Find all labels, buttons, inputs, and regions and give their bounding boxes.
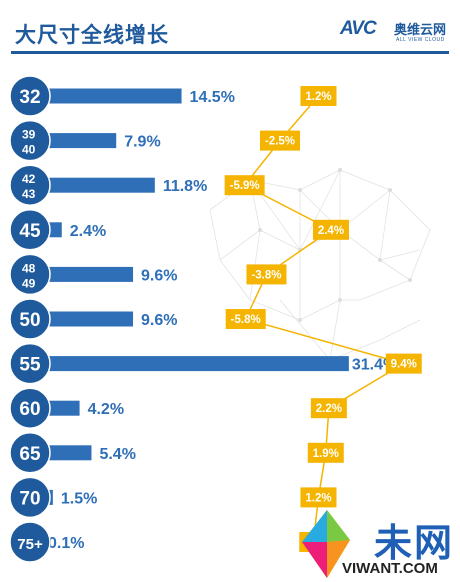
- category-circle: [9, 476, 51, 519]
- growth-box: [300, 487, 337, 508]
- bar-value-label: 5.4%: [99, 446, 135, 463]
- growth-box: [225, 309, 266, 329]
- bar-value-label: 1.5%: [61, 490, 97, 507]
- growth-box: [224, 175, 265, 196]
- bar: [38, 311, 134, 327]
- growth-label: 2.2%: [316, 403, 342, 415]
- growth-box: [246, 264, 287, 285]
- bar: [38, 88, 182, 104]
- growth-boxes-layer: 1.2% -2.5% -5.9% 2.4% -3.8% -5.8% 9.4% 2.2% 1.9%…: [224, 86, 422, 552]
- bar: [38, 356, 349, 372]
- category-circle: [9, 119, 51, 162]
- header-rule: [11, 51, 449, 54]
- watermark-url-text: VIWANT.COM: [342, 560, 438, 577]
- growth-line: [243, 95, 406, 543]
- category-circle: [9, 298, 51, 340]
- category-label: 39: [22, 128, 36, 142]
- bar-value-label: 9.6%: [141, 312, 177, 329]
- category-label: 48: [22, 261, 36, 275]
- bar: [38, 445, 92, 461]
- growth-box: [312, 219, 349, 240]
- bar-value-label: 14.5%: [190, 89, 235, 106]
- watermark-kite-icon: [302, 510, 350, 578]
- growth-label: 1.2%: [305, 492, 331, 504]
- category-label: 43: [22, 187, 36, 201]
- category-circle: [9, 521, 51, 563]
- bar: [38, 177, 155, 193]
- category-label: 60: [19, 399, 40, 420]
- category-circle: [9, 387, 51, 429]
- growth-box: [260, 130, 300, 151]
- category-circle: [9, 342, 51, 385]
- category-circle: [9, 75, 51, 117]
- growth-box: [385, 353, 422, 374]
- watermark: 未网 VIWANT.COM: [292, 508, 460, 582]
- category-label: 42: [22, 172, 36, 186]
- bar-value-label: 7.9%: [124, 134, 160, 151]
- category-label: 32: [19, 87, 40, 108]
- category-circle: [9, 164, 51, 206]
- growth-label: -2.5%: [265, 136, 295, 148]
- category-label: 65: [19, 444, 41, 465]
- bar-value-label: 11.8%: [163, 178, 207, 195]
- logo-mark: AVC: [340, 18, 377, 39]
- bar-value-label: 2.4%: [70, 223, 106, 240]
- category-label: 50: [19, 310, 40, 331]
- growth-label: 2.4%: [318, 225, 344, 237]
- growth-label: 9.4%: [391, 359, 417, 371]
- growth-label: -5.8%: [231, 314, 261, 326]
- header: 大尺寸全线增长 AVC 奥维云网 ALL VIEW CLOUD: [0, 0, 460, 54]
- bar: [38, 133, 117, 149]
- growth-line-layer: [243, 95, 406, 543]
- category-label: 75+: [17, 536, 43, 553]
- logo-en-text: ALL VIEW CLOUD: [396, 37, 445, 43]
- category-label: 55: [19, 355, 41, 376]
- growth-box: [310, 398, 347, 419]
- page-title: 大尺寸全线增长: [15, 24, 169, 47]
- category-label: 45: [19, 221, 41, 242]
- category-label: 40: [22, 143, 36, 157]
- growth-box: [307, 442, 344, 463]
- category-circle: [9, 432, 51, 474]
- category-circle: [9, 253, 51, 296]
- category-label: 49: [22, 276, 36, 290]
- watermark-cn-text: 未网: [374, 523, 455, 565]
- bar-value-label: 4.2%: [88, 401, 124, 418]
- growth-label: 1.9%: [313, 448, 339, 460]
- logo-cn-text: 奥维云网: [394, 22, 447, 37]
- growth-label: 1.2%: [305, 91, 331, 103]
- growth-label: -5.9%: [230, 180, 260, 192]
- growth-label: -3.8%: [251, 269, 281, 281]
- bar-value-label: 0.1%: [48, 535, 84, 552]
- category-label: 70: [19, 488, 40, 509]
- bar-value-label: 9.6%: [141, 267, 177, 284]
- bar: [38, 266, 134, 282]
- avc-logo: AVC 奥维云网 ALL VIEW CLOUD: [340, 16, 450, 46]
- category-circle: [9, 209, 51, 251]
- growth-box: [300, 86, 337, 106]
